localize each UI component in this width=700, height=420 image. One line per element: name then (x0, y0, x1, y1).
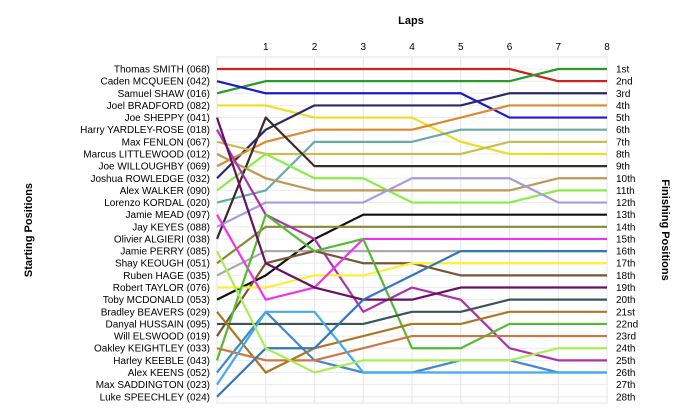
x-tick-label: 5 (458, 42, 464, 53)
driver-label: Harry YARDLEY-ROSE (018) (80, 125, 210, 136)
right-axis-title: Finishing Positions (659, 179, 671, 280)
series-line (216, 152, 607, 192)
series-line (216, 213, 607, 301)
series-line (216, 104, 607, 168)
finishing-position-label: 4th (616, 101, 630, 112)
finishing-position-labels: 1st2nd3rd4th5th6th7th8th9th10th11th12th1… (616, 65, 638, 404)
driver-label: Toby MCDONALD (053) (103, 295, 210, 306)
driver-label: Joshua ROWLEDGE (032) (91, 174, 211, 185)
driver-label: Jamie PERRY (085) (120, 247, 210, 258)
finishing-position-label: 19th (616, 283, 635, 294)
finishing-position-label: 9th (616, 162, 630, 173)
finishing-position-label: 16th (616, 247, 635, 258)
driver-label: Ruben HAGE (035) (123, 271, 210, 282)
x-tick-label: 4 (409, 42, 415, 53)
finishing-position-label: 12th (616, 198, 635, 209)
driver-label: Danyal HUSSAIN (095) (106, 319, 210, 330)
x-tick-label: 7 (555, 42, 561, 53)
series-line (217, 67, 607, 83)
driver-label: Joel BRADFORD (082) (107, 101, 210, 112)
series-line (217, 262, 607, 289)
series-line (216, 92, 607, 180)
finishing-position-label: 27th (616, 380, 635, 391)
finishing-position-label: 13th (616, 210, 635, 221)
finishing-position-label: 6th (616, 125, 630, 136)
series-line (216, 128, 607, 204)
series-line (216, 250, 607, 374)
finishing-position-label: 1st (616, 65, 630, 76)
x-tick-label: 1 (263, 42, 269, 53)
driver-label: Lorenzo KORDAL (020) (104, 198, 210, 209)
driver-label: Joe WILLOUGHBY (069) (98, 162, 210, 173)
series-line (217, 298, 607, 326)
driver-label: Alex WALKER (090) (120, 186, 210, 197)
driver-label: Caden MCQUEEN (042) (101, 77, 210, 88)
series-line (216, 129, 607, 362)
finishing-position-label: 15th (616, 234, 635, 245)
driver-label: Jamie MEAD (097) (126, 210, 210, 221)
starting-position-labels: Thomas SMITH (068) Samuel SHAW (016)Caden… (80, 65, 210, 404)
series-line (216, 67, 607, 95)
series-line (215, 116, 607, 240)
finishing-position-label: 11th (616, 186, 635, 197)
driver-label: Oakley KEIGHTLEY (033) (94, 344, 210, 355)
finishing-position-label: 17th (616, 259, 635, 270)
finishing-position-label: 26th (616, 368, 635, 379)
driver-label: Jay KEYES (088) (132, 222, 210, 233)
driver-label: Olivier ALGIERI (038) (114, 234, 210, 245)
finishing-position-label: 2nd (616, 77, 633, 88)
series-line (216, 177, 607, 228)
series-line (216, 214, 607, 301)
series-line (215, 213, 607, 361)
finishing-position-label: 14th (616, 222, 635, 233)
series-line (216, 140, 607, 156)
x-axis-ticks: 1 2 3 4 5 6 7 8 (263, 42, 610, 53)
series-line (216, 250, 607, 398)
finishing-position-label: 25th (616, 356, 635, 367)
finishing-position-label: 3rd (616, 89, 630, 100)
series-line (216, 310, 607, 374)
finishing-position-label: 7th (616, 137, 630, 148)
finishing-position-label: 5th (616, 113, 630, 124)
finishing-position-label: 20th (616, 295, 635, 306)
driver-label: Robert TAYLOR (076) (113, 283, 210, 294)
x-tick-label: 6 (507, 42, 513, 53)
series-line (216, 310, 607, 386)
finishing-position-label: 23rd (616, 332, 636, 343)
driver-label: Joe SHEPPY (041) (125, 113, 210, 124)
finishing-position-label: 10th (616, 174, 635, 185)
left-axis-title: Starting Positions (23, 183, 35, 277)
driver-label: Luke SPEECHLEY (024) (100, 392, 210, 403)
driver-label: Alex KEENS (052) (128, 368, 210, 379)
x-axis-title: Laps (398, 15, 424, 27)
finishing-position-label: 21st (616, 307, 635, 318)
x-tick-label: 2 (312, 42, 318, 53)
series-line (216, 80, 607, 119)
driver-label: Harley KEEBLE (043) (113, 356, 210, 367)
driver-label: Marcus LITTLEWOOD (012) (83, 149, 210, 160)
driver-label: Samuel SHAW (016) (118, 89, 210, 100)
driver-label: Bradley BEAVERS (029) (101, 307, 210, 318)
finishing-position-label: 28th (616, 392, 635, 403)
series-line (216, 334, 607, 362)
finishing-position-label: 24th (616, 344, 635, 355)
x-tick-label: 3 (360, 42, 366, 53)
finishing-position-label: 18th (616, 271, 635, 282)
series-line (217, 104, 607, 156)
series-lines (215, 67, 607, 398)
driver-label: Thomas SMITH (068) (114, 65, 210, 76)
driver-label: Max FENLON (067) (122, 137, 210, 148)
driver-label: Max SADDINGTON (023) (96, 380, 210, 391)
driver-label: Shay KEOUGH (051) (115, 259, 210, 270)
x-tick-label: 8 (604, 42, 610, 53)
driver-label: Will ELSWOOD (019) (114, 332, 210, 343)
series-line (215, 117, 607, 301)
finishing-position-label: 22nd (616, 319, 638, 330)
finishing-position-label: 8th (616, 149, 630, 160)
